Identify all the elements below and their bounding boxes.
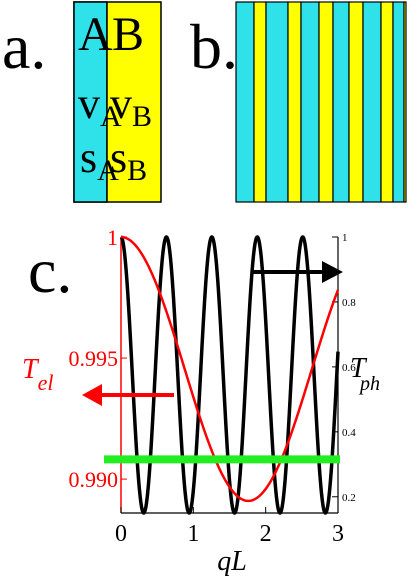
entropy-b: sB bbox=[110, 133, 147, 187]
panel-b-label: b. bbox=[190, 11, 238, 82]
velocity-a: vA bbox=[78, 79, 122, 133]
right-tick-label: 0.4 bbox=[342, 427, 356, 439]
left-tick-label: 1 bbox=[107, 225, 118, 250]
material-a-block-full bbox=[73, 1, 108, 203]
right-tick-label: 0.6 bbox=[342, 362, 356, 374]
right-tick-label: 0.2 bbox=[342, 492, 356, 504]
stripe-7 bbox=[332, 1, 350, 203]
electron-transmission-line bbox=[120, 235, 340, 503]
x-tick-label: 0 bbox=[115, 521, 127, 547]
panel-c-label: c. bbox=[28, 235, 72, 306]
stripe-5 bbox=[300, 1, 320, 203]
stripe-6 bbox=[318, 1, 334, 203]
x-tick-label: 1 bbox=[187, 521, 199, 547]
stripe-11 bbox=[392, 1, 405, 203]
right-axis-label: Tph bbox=[350, 353, 380, 395]
left-axis-label: Tel bbox=[22, 354, 53, 395]
stripe-12 bbox=[403, 1, 407, 203]
velocity-b: vB bbox=[110, 79, 152, 133]
stripe-9 bbox=[362, 1, 382, 203]
stripe-1 bbox=[235, 1, 255, 203]
stripe-4 bbox=[287, 1, 302, 203]
stripe-8 bbox=[348, 1, 364, 203]
left-tick-label: 0.995 bbox=[69, 346, 119, 371]
superlattice-stripes bbox=[235, 1, 407, 203]
stripe-10 bbox=[380, 1, 394, 203]
electron-axis-arrow-head bbox=[82, 384, 102, 406]
material-b-block bbox=[106, 1, 162, 203]
material-b-name: B bbox=[112, 8, 144, 61]
x-axis-label: qL bbox=[217, 546, 247, 577]
phonon-axis-arrow-head bbox=[322, 261, 343, 283]
stripe-3 bbox=[265, 1, 289, 203]
right-tick-label: 0.8 bbox=[342, 297, 356, 309]
phonon-transmission-line bbox=[119, 235, 340, 515]
transmission-chart: 0 1 2 3 0.990 0.995 1 0.2 0.4 0.6 0.8 1 Tel Tph qL bbox=[22, 225, 380, 577]
entropy-a: sA bbox=[80, 133, 119, 187]
x-tick-label: 3 bbox=[332, 521, 344, 547]
left-tick-label: 0.990 bbox=[69, 467, 119, 492]
stripe-2 bbox=[253, 1, 267, 203]
panel-c: c. 0 1 2 3 0.990 0.995 1 0.2 0.4 0.6 0.8 1 Tel Tph qL bbox=[22, 225, 380, 577]
panel-b: b. bbox=[190, 1, 407, 203]
x-tick-label: 2 bbox=[260, 521, 272, 547]
panel-a-label: a. bbox=[2, 11, 46, 82]
right-tick-label: 1 bbox=[342, 232, 348, 244]
material-a-name: A bbox=[78, 8, 113, 61]
panel-a: a. A B vA vB sA sB bbox=[2, 1, 162, 203]
